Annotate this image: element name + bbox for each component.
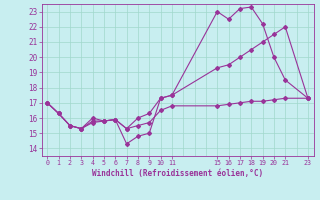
X-axis label: Windchill (Refroidissement éolien,°C): Windchill (Refroidissement éolien,°C): [92, 169, 263, 178]
